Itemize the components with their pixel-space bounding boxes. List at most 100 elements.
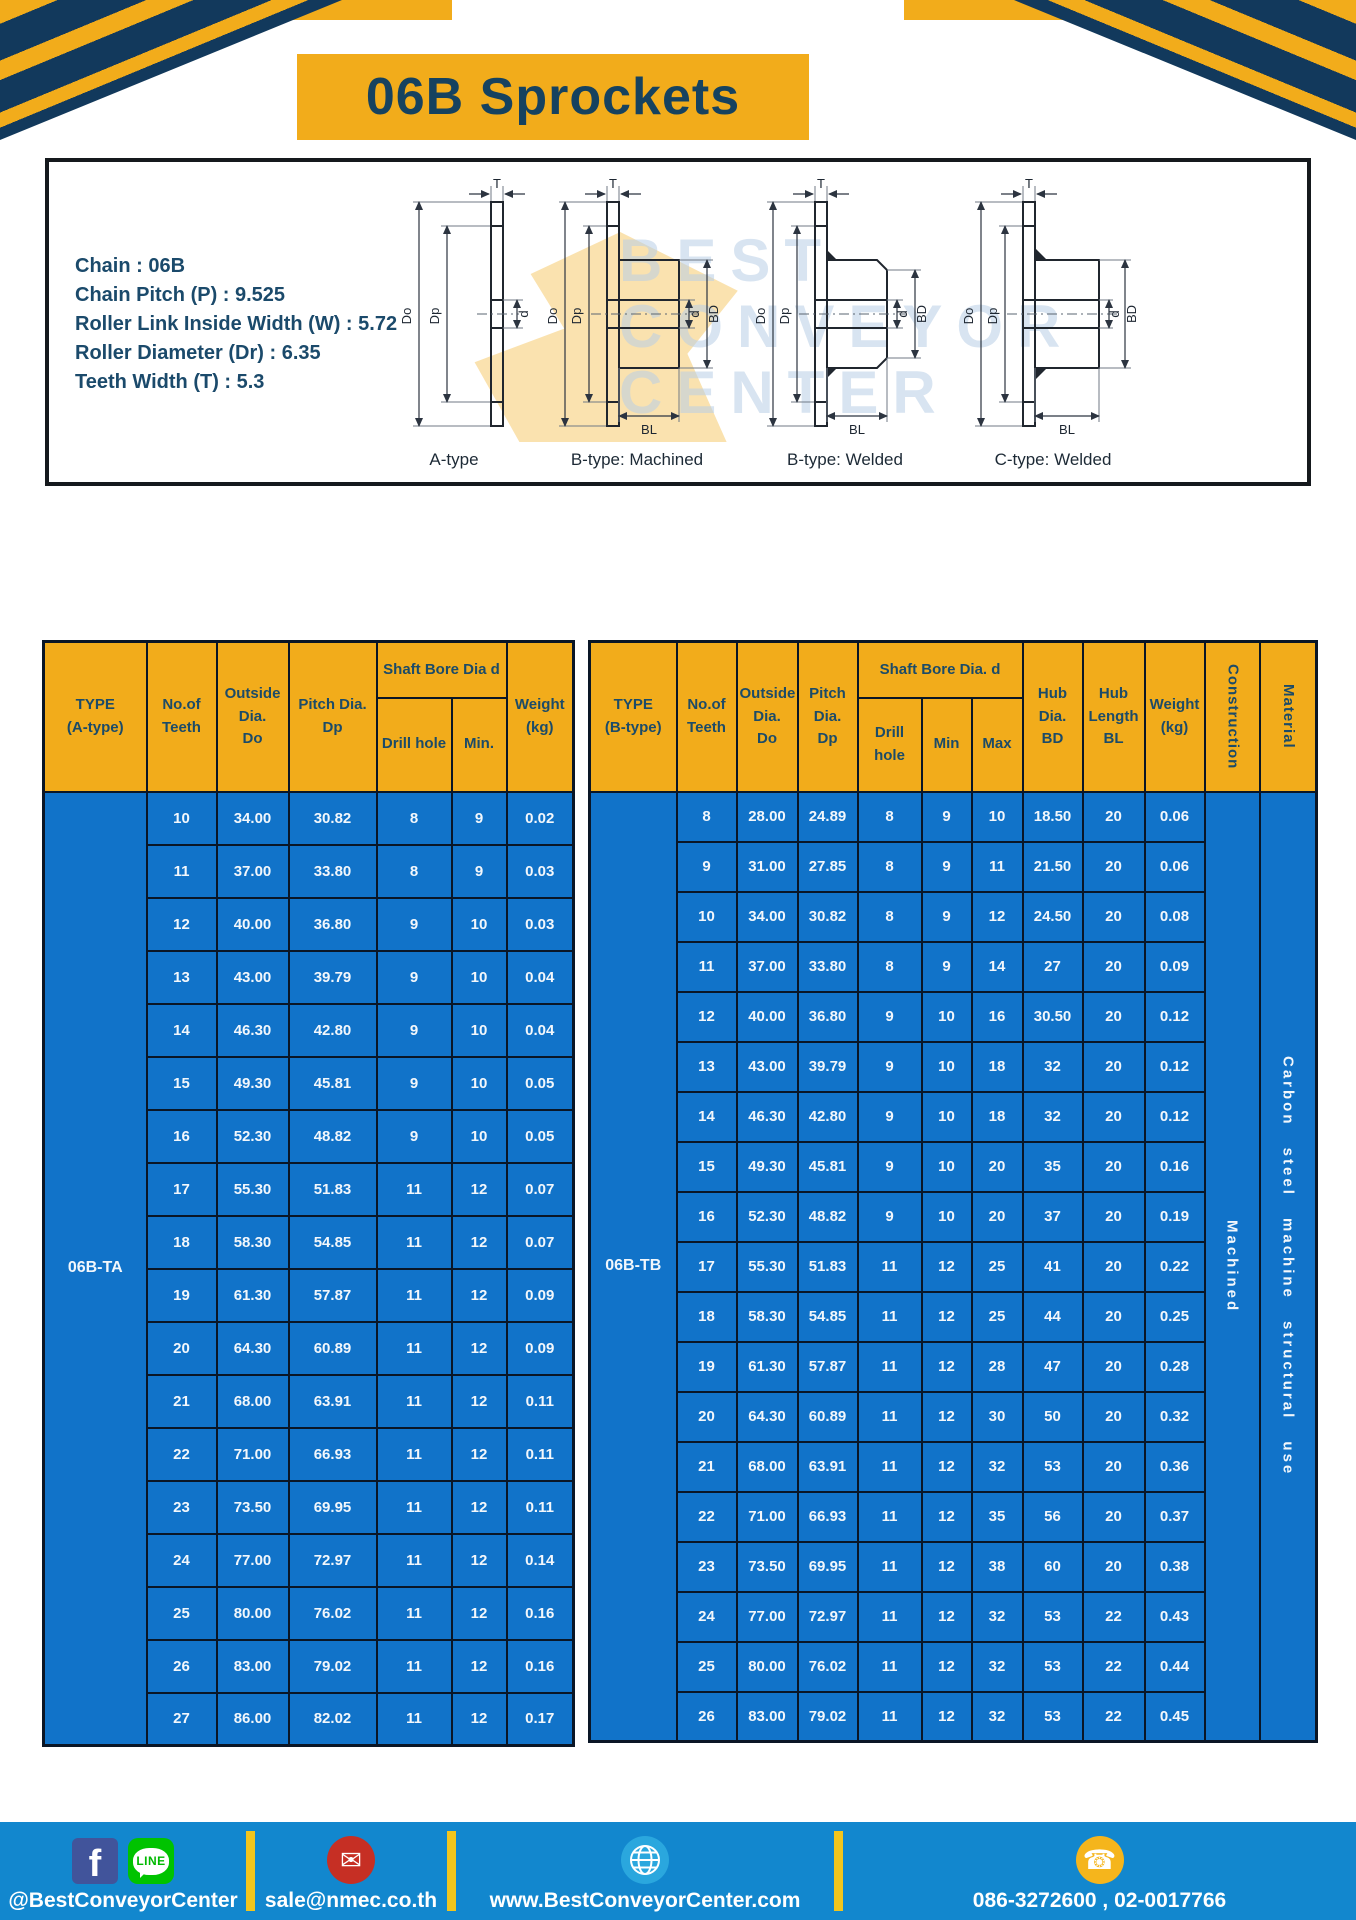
data-cell: 25: [970, 1240, 1024, 1293]
table-row: 17 55.30 51.83 11 12 25 41 20 0.22: [590, 1240, 1317, 1293]
data-cell: 11: [675, 940, 738, 993]
data-cell: 23: [145, 1479, 218, 1535]
data-cell: 60.89: [796, 1390, 859, 1443]
data-cell: 11: [970, 840, 1024, 893]
data-cell: 0.25: [1143, 1290, 1206, 1343]
data-cell: 9: [920, 790, 973, 843]
data-cell: 25: [145, 1585, 218, 1641]
data-cell: 20: [1081, 1440, 1146, 1493]
data-cell: 10: [920, 990, 973, 1043]
data-cell: 64.30: [215, 1320, 290, 1376]
data-cell: 82.02: [287, 1691, 378, 1747]
spec-teeth-width: Teeth Width (T) : 5.3: [75, 371, 265, 393]
svg-text:d: d: [1107, 310, 1122, 317]
data-cell: 11: [375, 1214, 453, 1270]
data-cell: 0.14: [505, 1532, 575, 1588]
data-cell: 21.50: [1021, 840, 1084, 893]
table-row: 9 31.00 27.85 8 9 11 21.50 20 0.06: [590, 840, 1317, 893]
svg-text:d: d: [895, 310, 910, 317]
table-row: 18 58.30 54.85 11 12 25 44 20 0.25: [590, 1290, 1317, 1343]
data-cell: 21: [675, 1440, 738, 1493]
data-cell: 28: [970, 1340, 1024, 1393]
table-a-body: 06B-TA 10 34.00 30.82 8 9 0.02 11 37.00 33.80 8 9 0.…: [42, 790, 575, 1747]
chain-spec-list: Chain : 06B Chain Pitch (P) : 9.525 Roll…: [75, 252, 397, 397]
data-cell: 12: [450, 1532, 508, 1588]
data-cell: 9: [450, 790, 508, 846]
data-cell: 20: [1081, 890, 1146, 943]
data-cell: 25: [675, 1640, 738, 1693]
header-construction: Construction: [1203, 640, 1261, 793]
header-shaft-bore: Shaft Bore Dia. d: [856, 640, 1024, 699]
table-row: 21 68.00 63.91 11 12 0.11: [44, 1373, 575, 1429]
svg-text:Do: Do: [545, 308, 560, 325]
data-cell: 83.00: [215, 1638, 290, 1694]
data-cell: 77.00: [215, 1532, 290, 1588]
header-material: Material: [1258, 640, 1318, 793]
data-cell: 79.02: [796, 1690, 859, 1743]
data-cell: 8: [375, 790, 453, 846]
footer-social-section: f LINE @BestConveyorCenter: [0, 1822, 246, 1920]
header-drill-hole: Drill hole: [375, 696, 453, 793]
data-cell: 10: [920, 1090, 973, 1143]
svg-text:Dp: Dp: [569, 308, 584, 325]
data-cell: 14: [145, 1002, 218, 1058]
table-row: 14 46.30 42.80 9 10 0.04: [44, 1002, 575, 1058]
data-cell: 41: [1021, 1240, 1084, 1293]
data-cell: 0.04: [505, 949, 575, 1005]
table-row: 26 83.00 79.02 11 12 0.16: [44, 1638, 575, 1694]
corner-ribbon-top-left: [0, 0, 342, 140]
header-teeth: No.of Teeth: [675, 640, 738, 793]
header-pitch-dia: Pitch Dia. Dp: [796, 640, 859, 793]
data-cell: 9: [675, 840, 738, 893]
data-cell: 35: [1021, 1140, 1084, 1193]
table-row: 24 77.00 72.97 11 12 32 53 22 0.43: [590, 1590, 1317, 1643]
data-cell: 0.19: [1143, 1190, 1206, 1243]
data-cell: 34.00: [215, 790, 290, 846]
data-cell: 20: [1081, 1390, 1146, 1443]
header-hub-dia: Hub Dia. BD: [1021, 640, 1084, 793]
header-min: Min.: [450, 696, 508, 793]
data-cell: 9: [856, 1040, 923, 1093]
data-cell: 8: [856, 940, 923, 993]
data-cell: 27.85: [796, 840, 859, 893]
data-cell: 49.30: [735, 1140, 799, 1193]
data-cell: 77.00: [735, 1590, 799, 1643]
data-cell: 20: [970, 1140, 1024, 1193]
data-cell: 8: [856, 840, 923, 893]
data-cell: 10: [145, 790, 218, 846]
svg-text:Dp: Dp: [777, 308, 792, 325]
data-cell: 31.00: [735, 840, 799, 893]
data-cell: 19: [145, 1267, 218, 1323]
footer-website-section: www.BestConveyorCenter.com: [456, 1822, 834, 1920]
data-cell: 18.50: [1021, 790, 1084, 843]
data-cell: 30: [970, 1390, 1024, 1443]
data-cell: 42.80: [287, 1002, 378, 1058]
data-cell: 9: [856, 1190, 923, 1243]
data-cell: 20: [970, 1190, 1024, 1243]
table-row: 13 43.00 39.79 9 10 18 32 20 0.12: [590, 1040, 1317, 1093]
data-cell: 72.97: [287, 1532, 378, 1588]
data-cell: 11: [375, 1532, 453, 1588]
data-cell: 10: [450, 1002, 508, 1058]
data-cell: 22: [145, 1426, 218, 1482]
data-cell: 15: [675, 1140, 738, 1193]
spec-chain: Chain : 06B: [75, 255, 186, 277]
data-cell: 0.04: [505, 1002, 575, 1058]
data-cell: 20: [1081, 1040, 1146, 1093]
data-cell: 11: [375, 1585, 453, 1641]
data-cell: 71.00: [735, 1490, 799, 1543]
data-cell: 12: [920, 1640, 973, 1693]
data-cell: 20: [145, 1320, 218, 1376]
header-type: TYPE (B-type): [588, 640, 678, 793]
data-cell: 13: [145, 949, 218, 1005]
data-cell: 11: [375, 1373, 453, 1429]
header-pitch-dia: Pitch Dia. Dp: [287, 640, 378, 793]
data-cell: 66.93: [287, 1426, 378, 1482]
data-cell: 11: [145, 843, 218, 899]
data-cell: 53: [1021, 1690, 1084, 1743]
data-cell: 44: [1021, 1290, 1084, 1343]
data-cell: 26: [675, 1690, 738, 1743]
diagram-caption: A-type: [429, 450, 479, 469]
data-cell: 37: [1021, 1190, 1084, 1243]
svg-text:T: T: [493, 176, 501, 191]
